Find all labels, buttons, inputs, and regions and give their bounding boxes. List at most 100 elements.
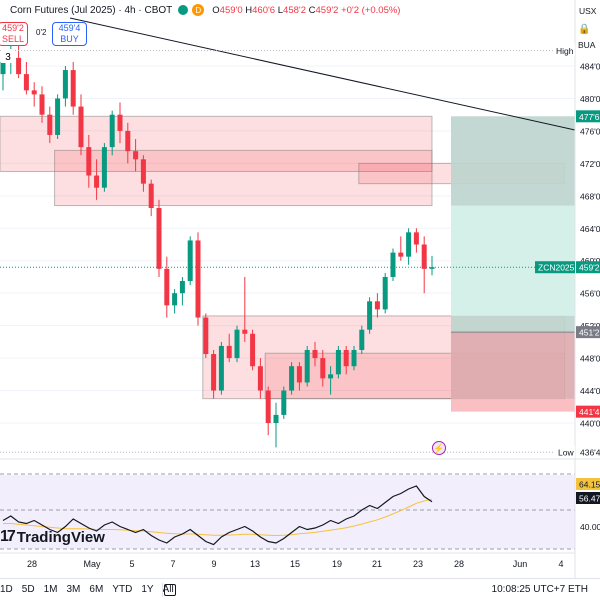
timeframe-1y[interactable]: 1Y [141,584,154,595]
candle-body [273,414,279,423]
timeframe-ytd[interactable]: YTD [112,584,133,595]
rsi-ma-tag: 64.15 [579,480,600,490]
candle-body [117,114,123,131]
candle-body [335,349,341,375]
tradingview-logo-text: TradingView [16,528,105,546]
candle-body [382,276,388,310]
symbol-tag: ZCN2025 [538,263,575,273]
calendar-icon[interactable] [164,584,176,596]
candle-body [86,147,92,176]
candle-body [343,349,349,367]
low-tag-bg [555,446,575,459]
time-tick: 19 [332,559,342,569]
buy-price: 459'4 [58,23,81,33]
candle-body [16,57,22,75]
time-tick: 28 [454,559,464,569]
candle-body [133,151,139,160]
time-tick: 4 [558,559,563,569]
symbol-title[interactable]: Corn Futures (Jul 2025) · 4h · CBOT [10,4,173,16]
alert-icon-glyph: ⚡ [433,443,444,455]
timeframe-1d[interactable]: 1D [0,584,13,595]
buy-label: BUY [60,34,79,44]
time-axis[interactable]: 28 May 5 7 9 13 15 19 21 23 28 Jun 4 [27,559,564,569]
rsi-ma-tag-bg [576,478,600,490]
candle-body [429,267,435,269]
candle-body [31,90,37,95]
unit-label[interactable]: BUA [578,40,596,50]
timeframe-all[interactable]: All [162,584,174,595]
alert-icon[interactable] [432,441,446,455]
price-tick: 440'0 [580,419,600,429]
stop-tag: 441'4 [579,407,600,417]
timeframe-6m[interactable]: 6M [89,584,104,595]
price-tick: 480'0 [580,94,600,104]
price-tick: 456'0 [580,289,600,299]
price-tick: 444'0 [580,386,600,396]
sell-label: SELL [1,34,25,44]
time-tick: 9 [211,559,216,569]
candle-body [203,317,209,355]
rsi-line [2,485,433,546]
candle-body [312,349,318,359]
time-tick: 28 [27,559,37,569]
symbol-tag-bg [535,261,575,274]
ohlc-readout: O459'0 H460'6 L458'2 C459'2 +0'2 (+0.05%… [212,4,401,16]
rsi-pane-bg [0,475,575,549]
candle-body [390,252,396,277]
candle-body [101,147,107,188]
trend-line[interactable] [69,17,576,131]
buy-button[interactable]: 459'4 BUY [52,22,87,46]
price-axis[interactable]: 484'0480'0476'0472'0468'0464'0460'0456'0… [580,62,600,429]
candle-body [172,293,178,306]
rsi-tag-bg [576,492,600,504]
spread-value: 0'2 [36,28,47,37]
candle-body [226,345,232,359]
candle-body [234,329,240,359]
rsi-tick: 40.00 [580,522,600,532]
candle-body [109,114,115,148]
price-tick: 464'0 [580,224,600,234]
candle-body [164,268,170,306]
delayed-data-icon[interactable]: D [192,4,205,16]
tradingview-logo[interactable]: 17 TradingView [0,528,105,546]
candle-body [296,366,302,383]
loss-zone[interactable] [451,332,575,412]
time-tick: 5 [129,559,134,569]
timeframe-1m[interactable]: 1M [43,584,58,595]
zone-rect[interactable] [0,115,433,172]
event-marker-label: 3 [5,52,11,63]
timeframe-3m[interactable]: 3M [66,584,81,595]
candle-body [218,345,224,391]
price-axis-tags: High 477'6 459'2 ZCN2025 451'2 441'4 Low 436'4 [535,44,600,459]
candle-body [374,301,380,310]
price-tick: 448'0 [580,354,600,364]
profit-zone[interactable] [451,116,575,333]
candle-body [265,390,271,423]
lock-icon[interactable]: 🔒 [578,24,591,35]
candle-body [47,114,53,135]
clock[interactable]: 10:08:25 UTC+7 ETH [491,584,588,595]
time-tick: 15 [290,559,300,569]
blank-bg [576,44,600,57]
candle-body [367,301,373,330]
sell-price: 459'2 [2,23,24,33]
tradingview-logo-mark: 17 [0,528,16,545]
high-tag-bg [553,44,575,57]
time-tick: 13 [250,559,260,569]
target-tag-bg [576,110,600,123]
candle-body [62,70,68,99]
price-tick: 468'0 [580,191,600,201]
long-position-tool[interactable] [451,116,575,412]
high-tag: High [556,46,574,56]
event-marker[interactable] [1,49,15,63]
time-tick: 21 [372,559,382,569]
candle-body [320,358,326,379]
entry-tag: 451'2 [579,328,600,338]
sell-button[interactable]: 459'2 SELL [0,22,28,46]
candle-body [187,240,193,282]
currency-label[interactable]: USX [579,6,597,16]
candlestick-series [0,41,435,448]
zone-rect[interactable] [54,149,433,207]
timeframe-5d[interactable]: 5D [21,584,35,595]
